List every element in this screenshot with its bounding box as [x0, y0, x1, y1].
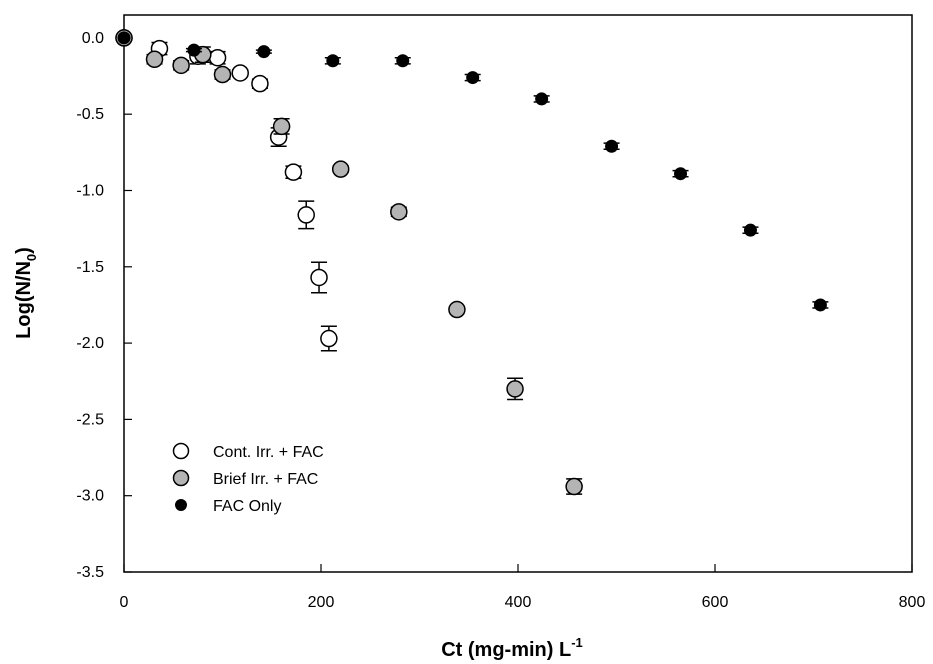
y-tick-label: -3.5	[76, 564, 104, 581]
data-point-fac-only	[605, 139, 619, 153]
series-fac-only	[117, 31, 829, 312]
y-tick-label: -3.0	[76, 488, 104, 505]
legend-label-cont-irr: Cont. Irr. + FAC	[213, 444, 324, 461]
x-axis-title-superscript: -1	[571, 635, 583, 650]
y-tick-label: -2.0	[76, 335, 104, 352]
legend-label-brief-irr: Brief Irr. + FAC	[213, 471, 318, 488]
y-axis-ticks: 0.0 -0.5 -1.0 -1.5 -2.0 -2.5 -3.0 -3.5	[76, 30, 132, 581]
x-axis-title-main: Ct (mg-min) L	[441, 639, 571, 661]
series-brief-irr	[115, 29, 583, 496]
legend-marker-brief-irr	[172, 469, 190, 487]
data-point-cont-irr	[231, 64, 249, 82]
x-tick-label: 200	[308, 594, 335, 611]
data-point-cont-irr	[310, 268, 328, 287]
data-point-cont-irr	[208, 48, 227, 67]
x-tick-label: 800	[899, 594, 926, 611]
data-point-brief-irr	[272, 117, 291, 136]
y-axis-title-subscript: 0	[24, 254, 39, 261]
data-point-fac-only	[396, 54, 410, 68]
y-tick-label: -1.0	[76, 182, 104, 199]
y-tick-label: -1.5	[76, 259, 104, 276]
legend-label-fac-only: FAC Only	[213, 498, 281, 515]
x-tick-label: 600	[702, 594, 729, 611]
data-point-brief-irr	[506, 380, 524, 398]
data-point-fac-only	[187, 43, 201, 57]
y-axis-title-end: )	[13, 247, 35, 254]
data-point-fac-only	[466, 71, 480, 85]
data-point-brief-irr	[390, 203, 408, 221]
legend-marker-fac-only	[175, 499, 187, 511]
y-tick-label: -2.5	[76, 411, 104, 428]
data-point-fac-only	[117, 31, 131, 45]
y-axis-title-main: Log(N/N	[13, 261, 35, 339]
x-axis-ticks: 0 200 400 600 800	[120, 564, 926, 611]
data-point-cont-irr	[284, 163, 303, 181]
y-tick-label: -0.5	[76, 106, 104, 123]
x-tick-label: 400	[505, 594, 532, 611]
data-point-fac-only	[326, 54, 340, 68]
data-point-brief-irr	[331, 160, 350, 178]
data-point-fac-only	[535, 92, 549, 106]
data-point-brief-irr	[565, 477, 583, 496]
data-point-brief-irr	[448, 300, 466, 319]
data-point-brief-irr	[172, 56, 190, 75]
x-tick-label: 0	[120, 594, 129, 611]
data-point-cont-irr	[297, 206, 315, 224]
data-point-fac-only	[743, 223, 757, 237]
data-point-cont-irr	[251, 74, 269, 93]
y-tick-label: 0.0	[82, 30, 104, 47]
data-point-fac-only	[813, 298, 827, 312]
data-series	[115, 29, 829, 496]
data-point-cont-irr	[320, 329, 338, 348]
y-axis-title: Log(N/N0)	[13, 247, 39, 339]
data-point-fac-only	[257, 45, 271, 59]
data-point-brief-irr	[145, 50, 164, 69]
legend-marker-cont-irr	[172, 442, 190, 460]
plot-area-frame	[123, 14, 913, 573]
data-point-fac-only	[674, 167, 688, 181]
x-axis-title: Ct (mg-min) L-1	[441, 635, 583, 661]
legend: Cont. Irr. + FAC Brief Irr. + FAC FAC On…	[172, 442, 324, 515]
data-point-brief-irr	[213, 65, 232, 84]
